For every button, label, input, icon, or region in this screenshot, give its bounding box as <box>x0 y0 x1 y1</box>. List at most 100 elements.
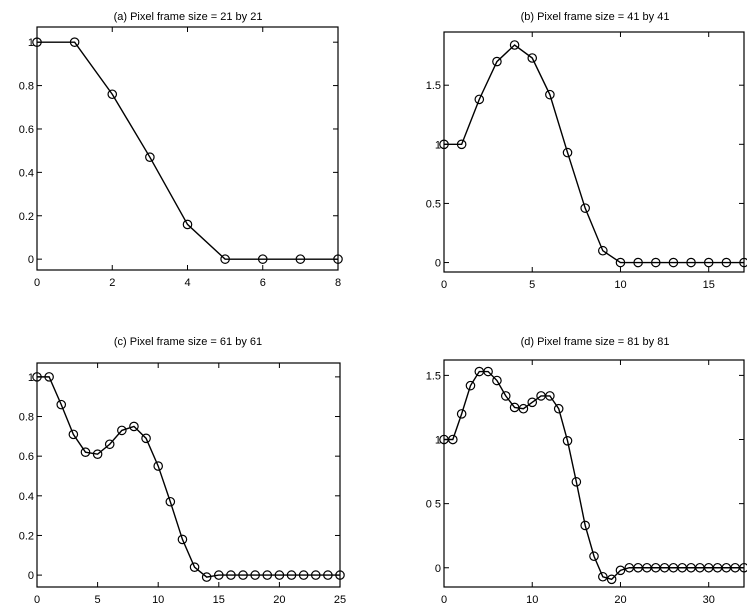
y-tick-label: 1 <box>435 139 441 151</box>
y-tick-label: 1.5 <box>426 370 441 382</box>
data-point <box>615 257 626 268</box>
y-tick-label: 0.2 <box>19 211 34 223</box>
data-point <box>606 574 617 585</box>
y-tick-label: 0.6 <box>19 124 34 136</box>
data-point <box>189 562 200 572</box>
data-point <box>286 570 297 580</box>
y-tick-label: 0 <box>28 254 34 266</box>
data-point <box>456 409 467 419</box>
data-point <box>107 89 118 100</box>
data-point <box>492 375 502 386</box>
data-point <box>721 257 732 268</box>
data-point <box>333 254 343 264</box>
data-point <box>262 570 273 580</box>
y-tick-label: 0.5 <box>426 198 441 210</box>
data-point <box>214 570 224 580</box>
data-point <box>527 397 538 408</box>
data-point <box>527 53 538 63</box>
x-tick-label: 30 <box>703 594 715 606</box>
data-point <box>483 366 493 377</box>
data-point <box>553 403 564 414</box>
y-tick-label: 0 <box>28 570 34 582</box>
series-line <box>444 44 744 264</box>
data-point <box>615 565 626 576</box>
data-point <box>298 570 309 580</box>
data-point <box>250 570 260 580</box>
data-point <box>44 372 54 382</box>
data-point <box>145 152 155 162</box>
data-point <box>668 257 679 268</box>
x-tick-label: 2 <box>109 277 115 289</box>
data-point <box>257 254 268 264</box>
x-tick-label: 0 <box>441 594 447 606</box>
x-tick-label: 6 <box>260 277 266 289</box>
plot-area: 0 5 10 15 20 25 0 0.2 0.4 0.6 0.8 1 <box>19 362 346 606</box>
y-tick-label: 1.5 <box>426 80 441 92</box>
y-tick-label: 0.4 <box>19 491 34 503</box>
y-tick-label: 1 <box>28 37 34 49</box>
data-point <box>439 139 449 150</box>
data-point <box>580 203 590 213</box>
data-point <box>153 461 163 471</box>
y-tick-label: 1 <box>28 372 34 384</box>
data-point <box>141 433 151 444</box>
data-point <box>104 439 115 450</box>
data-point <box>650 257 661 268</box>
x-tick-label: 10 <box>526 594 538 606</box>
data-point <box>739 562 747 573</box>
data-point <box>274 570 285 580</box>
data-point <box>545 89 555 100</box>
x-tick-label: 20 <box>273 594 285 606</box>
y-tick-label: 0 5 <box>426 499 441 511</box>
x-tick-label: 0 <box>34 277 40 289</box>
x-tick-label: 5 <box>95 594 101 606</box>
data-point <box>129 421 139 432</box>
subplot-title: (c) Pixel frame size = 61 by 61 <box>114 336 262 348</box>
data-point <box>545 391 555 401</box>
data-point <box>310 570 321 580</box>
y-tick-label: 0.8 <box>19 81 34 93</box>
plot-area: 0 10 20 30 0 0 5 1 1.5 <box>426 359 747 606</box>
data-point <box>201 572 212 582</box>
y-tick-label: 0 <box>435 258 441 270</box>
data-point <box>220 254 230 264</box>
axes-frame <box>443 359 745 588</box>
data-point <box>68 429 79 440</box>
y-tick-label: 0.6 <box>19 451 34 463</box>
data-point <box>518 403 529 414</box>
series-line <box>37 41 338 260</box>
x-tick-label: 15 <box>213 594 225 606</box>
data-point <box>69 37 80 47</box>
x-tick-label: 20 <box>614 594 626 606</box>
subplot-c: (c) Pixel frame size = 61 by 61 0 5 10 15 20… <box>19 336 346 606</box>
data-point <box>598 245 608 256</box>
subplot-d: (d) Pixel frame size = 81 by 81 0 10 20 300… <box>426 336 747 606</box>
y-tick-label: 0.8 <box>19 412 34 424</box>
data-point <box>739 257 747 268</box>
y-tick-label: 0 <box>435 563 441 575</box>
data-point <box>335 570 345 580</box>
x-tick-label: 5 <box>529 279 535 291</box>
data-point <box>226 570 236 580</box>
subplot-title: (b) Pixel frame size = 41 by 41 <box>521 11 670 23</box>
data-point <box>80 447 91 458</box>
data-point <box>32 372 42 382</box>
x-tick-label: 8 <box>335 277 341 289</box>
x-tick-label: 0 <box>34 594 40 606</box>
axes-frame <box>36 26 339 271</box>
data-point <box>598 571 608 582</box>
data-point <box>571 477 582 487</box>
data-point <box>177 534 188 545</box>
data-point <box>703 257 714 268</box>
axes-frame <box>36 362 341 588</box>
data-point <box>238 570 248 580</box>
x-tick-label: 0 <box>441 279 447 291</box>
data-point <box>562 435 573 446</box>
data-point <box>509 40 520 50</box>
data-point <box>165 496 176 507</box>
subplot-title: (d) Pixel frame size = 81 by 81 <box>521 336 670 348</box>
y-tick-label: 1 <box>435 435 441 447</box>
x-tick-label: 10 <box>614 279 626 291</box>
data-point <box>32 37 42 47</box>
